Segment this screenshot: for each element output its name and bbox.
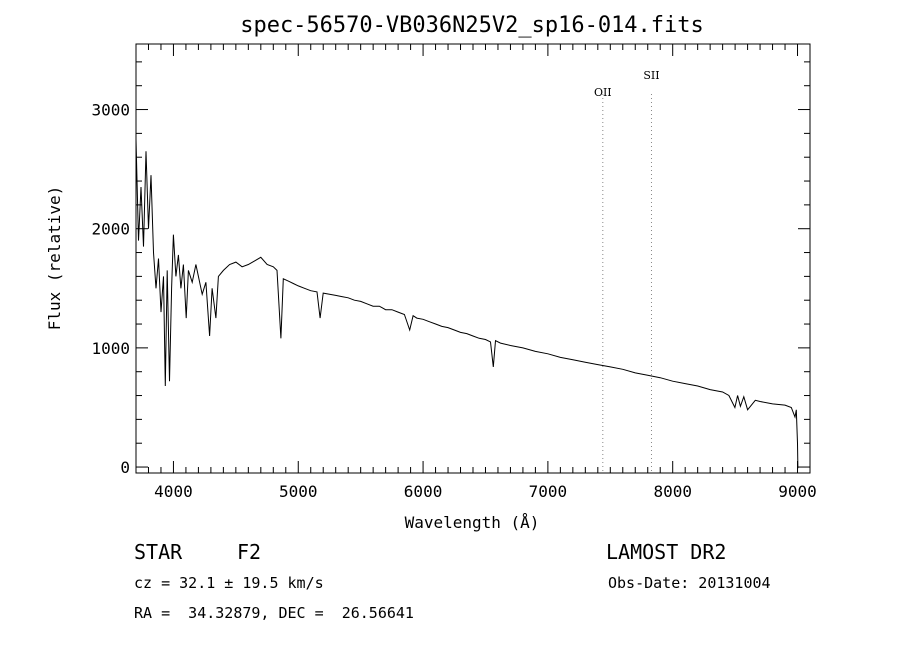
observation-date: Obs-Date: 20131004 [608,574,771,592]
line-annotations: OII SII [594,69,660,473]
redshift-info: cz = 32.1 ± 19.5 km/s [134,574,324,592]
survey-name: LAMOST DR2 [606,540,727,564]
chart-title: spec-56570-VB036N25V2_sp16-014.fits [240,13,704,38]
plot-frame [135,43,811,474]
y-tick-label: 3000 [91,101,130,120]
y-tick-label: 0 [120,458,130,477]
x-tick-label: 6000 [404,482,443,501]
x-tick-label: 8000 [653,482,692,501]
spectrum-line [135,139,799,469]
x-tick-label: 7000 [529,482,568,501]
line-marker-label: SII [643,69,659,82]
y-tick-label: 2000 [91,220,130,239]
y-tick-label: 1000 [91,339,130,358]
object-class: STAR [134,540,183,564]
x-axis-label: Wavelength (Å) [405,513,540,532]
axis-ticks: 4000 5000 6000 7000 8000 9000 0 1000 2000 3000 [91,44,817,501]
x-tick-label: 5000 [279,482,318,501]
x-tick-label: 4000 [154,482,193,501]
coordinates-info: RA = 34.32879, DEC = 26.56641 [134,604,414,622]
object-subclass: F2 [237,540,262,564]
y-axis-label: Flux (relative) [45,186,64,331]
line-marker-label: OII [594,86,612,99]
x-tick-label: 9000 [778,482,817,501]
